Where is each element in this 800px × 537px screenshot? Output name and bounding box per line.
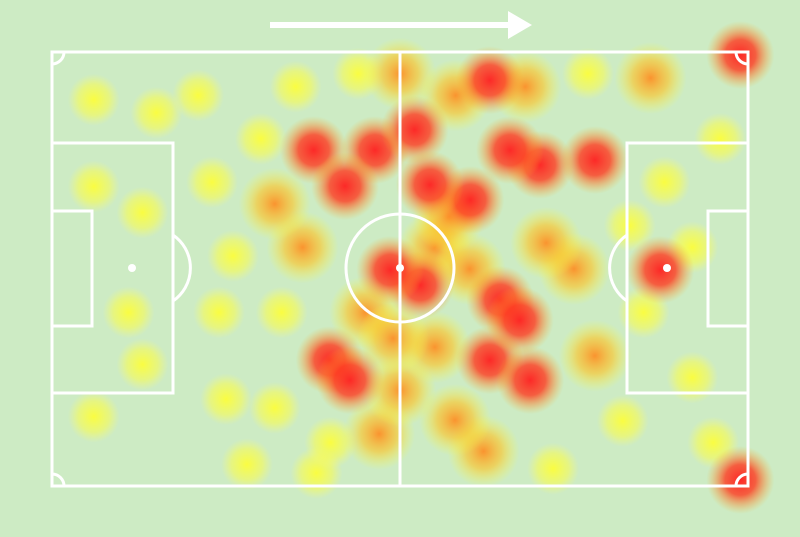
heat-point [67,73,120,126]
center-spot [396,264,404,272]
heat-point [220,438,273,491]
heat-point [234,112,287,165]
left-penalty-spot [128,264,136,272]
heat-point [67,160,120,213]
heat-point [706,445,775,514]
heat-point [193,286,246,339]
heat-point [200,373,252,426]
heat-point [186,156,239,209]
heat-point [238,167,311,240]
heat-layer [67,21,775,514]
heat-point [172,69,225,122]
heat-point [527,442,580,495]
heat-point [496,346,565,415]
heat-point [206,229,259,282]
heat-point [558,319,631,392]
corner-arc-bl [51,472,66,487]
left-goal-area [50,209,94,328]
heat-point [102,286,155,339]
center-circle [344,212,456,324]
right-penalty-spot [663,264,671,272]
right-penalty-arc [608,233,628,303]
heat-point [694,112,747,165]
corner-arc-br [734,472,749,487]
heat-point [67,390,120,443]
heat-point [666,351,719,404]
heat-point [395,150,464,219]
heat-point [248,381,301,434]
heat-point [418,384,491,457]
heat-point [116,338,169,391]
heat-point [475,116,544,185]
heat-point [130,86,183,139]
heat-point [638,156,691,209]
corner-arc-tr [734,51,749,66]
heat-point [356,235,425,304]
heat-point [116,186,169,239]
heat-point [603,199,656,252]
heat-point [626,235,695,304]
corner-arc-tl [51,51,66,66]
left-penalty-arc [172,233,192,303]
attack-direction-arrow-icon [270,11,532,39]
heat-point [510,206,583,279]
heat-point [311,152,380,221]
heat-point [485,286,554,355]
heat-point [455,46,524,115]
right-goal-area [706,209,750,328]
heat-point [706,21,775,90]
heat-point [561,47,614,100]
heat-point [380,95,449,164]
heat-point [596,394,649,447]
heat-point [315,346,384,415]
heat-point [560,126,629,195]
heat-point [255,286,308,339]
heat-point [269,60,322,113]
heat-point [614,42,687,115]
